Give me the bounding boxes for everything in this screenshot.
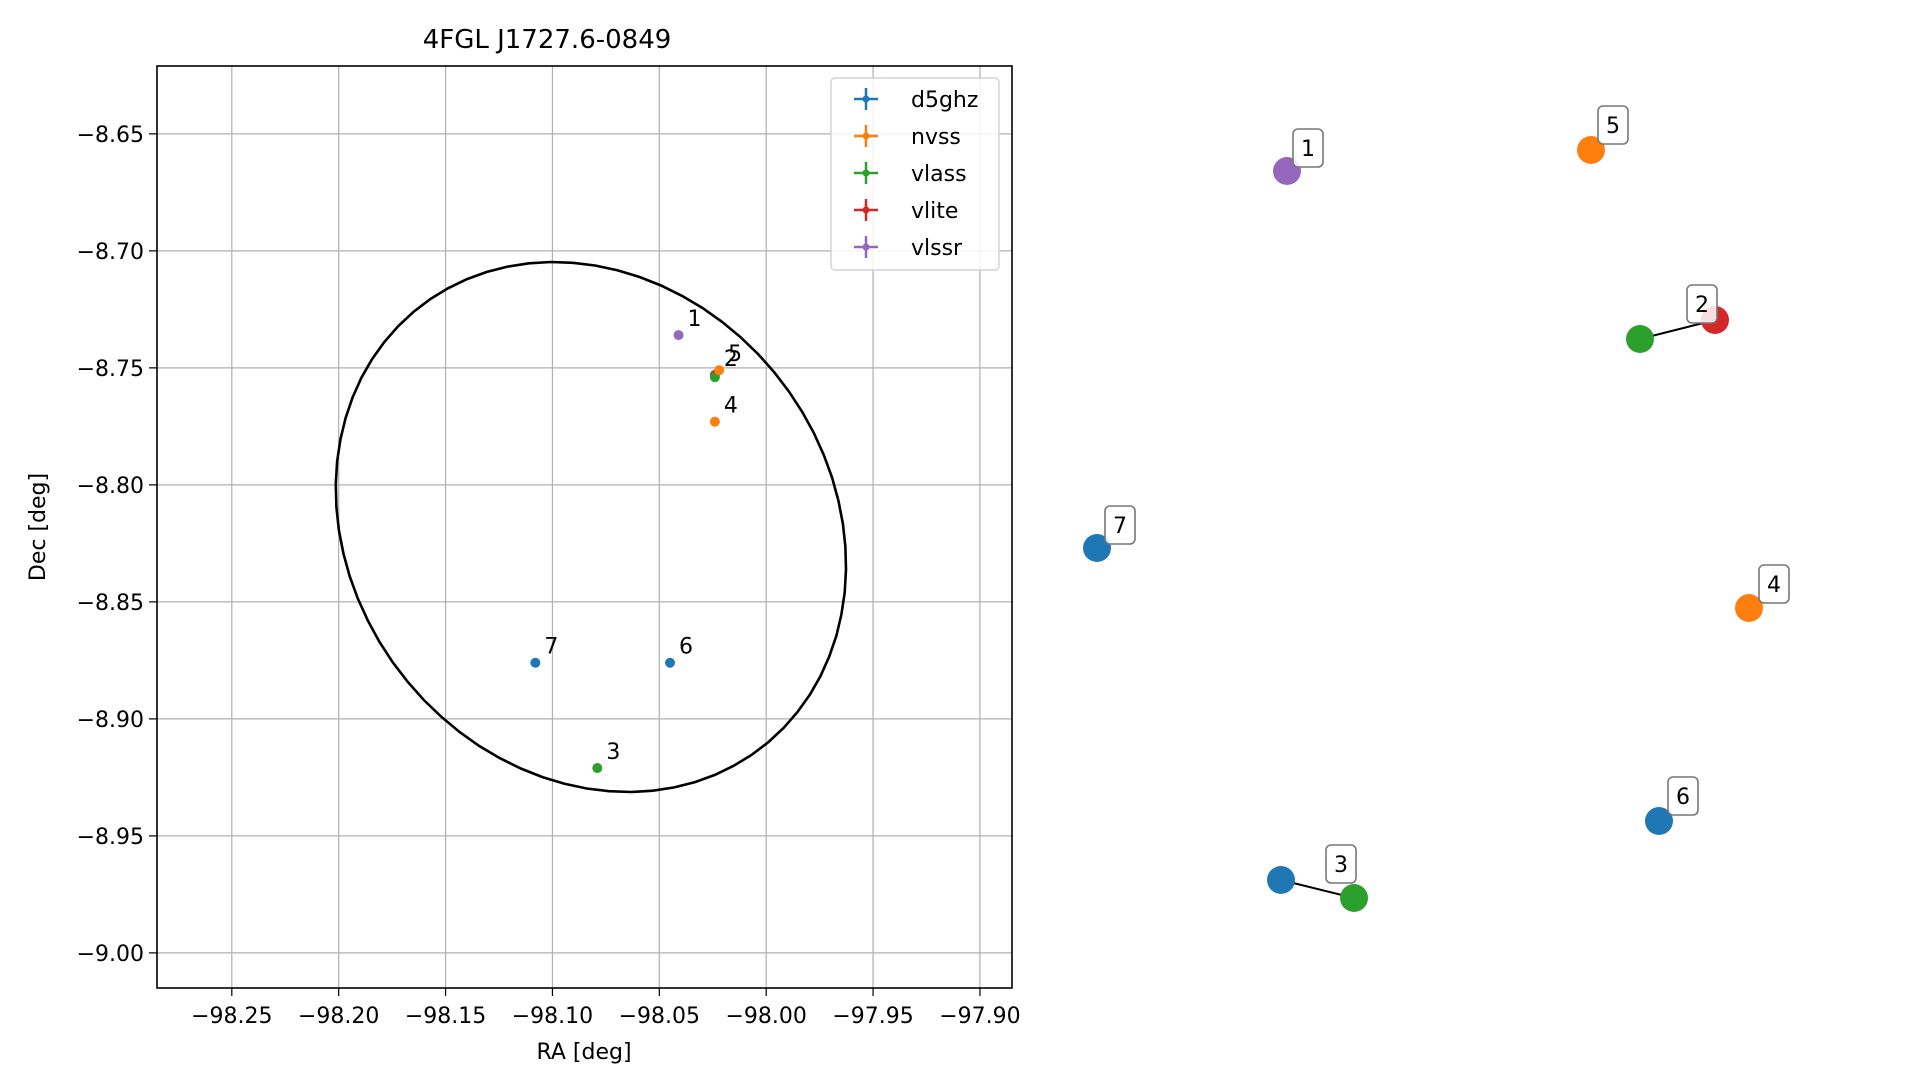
- y-tick-label: −8.85: [77, 591, 144, 616]
- point-label: 7: [544, 635, 558, 660]
- y-tick-label: −8.70: [77, 240, 144, 265]
- legend-box: [830, 77, 1000, 271]
- node-vlass: [1626, 325, 1654, 353]
- legend: d5ghz nvss vlass vlite vlssr: [830, 77, 1000, 271]
- error-ellipse: [334, 260, 848, 794]
- plot-area-frame: [156, 65, 1013, 989]
- x-tick-label: −98.00: [725, 1004, 806, 1029]
- x-tick-label: −98.10: [512, 1004, 593, 1029]
- point-label: 3: [606, 740, 620, 765]
- source-point-nvss: [714, 365, 725, 376]
- source-point-vlass: [592, 763, 603, 774]
- node-d5ghz: [1267, 866, 1295, 894]
- grid: [157, 66, 1012, 988]
- source-point-d5ghz: [665, 657, 675, 668]
- error-ellipse-layer: [334, 260, 848, 794]
- node-nvss: [1577, 136, 1605, 164]
- node-label: 3: [1334, 853, 1348, 878]
- point-label: 2: [724, 347, 738, 372]
- node-label-box: [1667, 776, 1699, 816]
- node-label: 1: [1301, 137, 1315, 162]
- chart-title: 4FGL J1727.6-0849: [423, 25, 672, 55]
- source-point-nvss: [709, 416, 720, 427]
- legend-entry-vlite: vlite: [911, 199, 958, 224]
- y-tick-label: −8.95: [77, 825, 144, 850]
- x-tick-label: −98.20: [298, 1004, 379, 1029]
- node-label: 6: [1676, 785, 1690, 810]
- point-label: 5: [728, 342, 742, 367]
- x-tick-label: −98.05: [619, 1004, 700, 1029]
- point-label: 1: [688, 307, 702, 332]
- association-graph: 1 5 2 7 4 6 3: [1083, 105, 1790, 912]
- legend-marker-dot: [862, 132, 870, 140]
- node-d5ghz: [1645, 807, 1673, 835]
- y-axis-label: Dec [deg]: [26, 473, 51, 581]
- node-vlass: [1340, 884, 1368, 912]
- y-axis-ticks: −8.65 −8.70 −8.75 −8.80 −8.85 −8.90 −8.95 −9.00: [77, 123, 157, 967]
- node-label: 5: [1606, 114, 1620, 139]
- node-label-box: [1758, 564, 1790, 604]
- node-label-box: [1325, 844, 1357, 884]
- node-label-box: [1686, 284, 1718, 324]
- source-points: 125 4 7 6 3: [530, 307, 742, 774]
- source-point-d5ghz: [530, 657, 541, 668]
- legend-marker-dot: [862, 206, 870, 214]
- point-label: 6: [679, 635, 693, 660]
- legend-entry-vlssr: vlssr: [911, 236, 963, 261]
- legend-marker-dot: [862, 95, 870, 103]
- x-tick-label: −98.25: [191, 1004, 272, 1029]
- node-label-box: [1104, 505, 1136, 545]
- x-tick-label: −97.95: [832, 1004, 913, 1029]
- node-label-box: [1597, 105, 1629, 145]
- node-d5ghz: [1083, 534, 1111, 562]
- legend-entry-d5ghz: d5ghz: [911, 88, 978, 113]
- y-tick-label: −8.90: [77, 708, 144, 733]
- x-tick-label: −98.15: [405, 1004, 486, 1029]
- y-tick-label: −8.65: [77, 123, 144, 148]
- x-axis-label: RA [deg]: [536, 1040, 631, 1065]
- node-label-box: [1292, 128, 1324, 168]
- y-tick-label: −9.00: [77, 942, 144, 967]
- node-label: 2: [1695, 293, 1709, 318]
- legend-marker-dot: [862, 169, 870, 177]
- node-label: 7: [1113, 514, 1127, 539]
- source-point-vlssr: [673, 330, 684, 341]
- legend-entry-nvss: nvss: [911, 125, 961, 150]
- legend-entry-vlass: vlass: [911, 162, 967, 187]
- x-tick-label: −97.90: [939, 1004, 1020, 1029]
- legend-marker-dot: [862, 243, 870, 251]
- y-tick-label: −8.75: [77, 357, 144, 382]
- y-tick-label: −8.80: [77, 474, 144, 499]
- point-label: 4: [724, 394, 738, 419]
- node-label: 4: [1767, 573, 1781, 598]
- x-axis-ticks: −98.25 −98.20 −98.15 −98.10 −98.05 −98.00 −97.…: [191, 988, 1021, 1029]
- node-nvss: [1735, 594, 1763, 622]
